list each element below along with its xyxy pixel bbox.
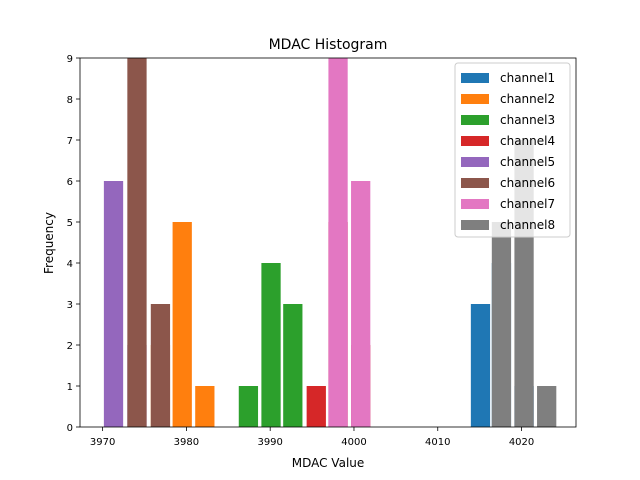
x-tick-label: 3990 <box>257 437 282 448</box>
legend-box <box>454 62 571 238</box>
bar-channel2-2 <box>195 386 215 427</box>
legend-label-channel5: channel5 <box>500 155 555 169</box>
y-axis-label: Frequency <box>42 212 56 274</box>
x-tick-label: 3970 <box>90 437 115 448</box>
y-tick-label: 6 <box>67 177 73 188</box>
legend-swatch-channel1 <box>461 73 489 83</box>
legend-label-channel7: channel7 <box>500 197 555 211</box>
bar-channel1-0 <box>470 304 491 427</box>
axes-layer: 3970 3980 3990 4000 4010 4020 0 1 2 3 4 5 6 7 8 9 <box>67 54 577 448</box>
bar-channel8-2 <box>537 386 557 427</box>
legend-swatch-channel4 <box>461 136 489 146</box>
bar-channel7-1 <box>351 181 371 427</box>
bar-channel4-0 <box>306 386 326 427</box>
bar-channel8-0 <box>491 222 512 427</box>
legend-swatch-channel6 <box>461 178 489 188</box>
bar-channel6-0 <box>127 58 147 427</box>
y-tick-label: 1 <box>67 382 73 393</box>
bar-channel5-0 <box>103 181 124 427</box>
bar-channel6-1 <box>150 304 171 427</box>
y-tick-label: 4 <box>67 259 73 270</box>
legend-swatch-channel7 <box>461 199 489 209</box>
bar-channel2-1 <box>172 222 192 427</box>
y-tick-label: 5 <box>67 218 73 229</box>
y-tick-label: 2 <box>67 341 73 352</box>
bars-layer <box>103 58 557 427</box>
legend-label-channel3: channel3 <box>500 113 555 127</box>
x-tick-label: 4010 <box>425 437 450 448</box>
y-tick-label: 7 <box>67 136 73 147</box>
y-tick-label: 0 <box>67 423 73 434</box>
legend-label-channel1: channel1 <box>500 71 555 85</box>
legend-label-channel6: channel6 <box>500 176 555 190</box>
bar-channel3-1 <box>261 263 281 427</box>
legend-swatch-channel3 <box>461 115 489 125</box>
bar-channel3-2 <box>283 304 303 427</box>
legend-label-channel2: channel2 <box>500 92 555 106</box>
x-tick-label: 4000 <box>341 437 366 448</box>
plot-frame <box>79 57 577 428</box>
y-tick-label: 3 <box>67 300 73 311</box>
y-tick-label: 9 <box>67 54 73 65</box>
chart-title: MDAC Histogram <box>269 37 388 53</box>
legend-swatch-channel5 <box>461 157 489 167</box>
x-tick-label: 4020 <box>509 437 534 448</box>
y-tick-label: 8 <box>67 95 73 106</box>
legend-label-channel8: channel8 <box>500 218 555 232</box>
bar-channel3-0 <box>238 386 259 427</box>
legend-label-channel4: channel4 <box>500 134 555 148</box>
x-axis-label: MDAC Value <box>292 456 365 470</box>
legend-swatch-channel2 <box>461 94 489 104</box>
legend: channel1 channel2 channel3 channel4 channel5… <box>454 62 571 238</box>
x-tick-label: 3980 <box>174 437 199 448</box>
bar-channel7-0 <box>328 58 348 427</box>
legend-swatch-channel8 <box>461 220 489 230</box>
